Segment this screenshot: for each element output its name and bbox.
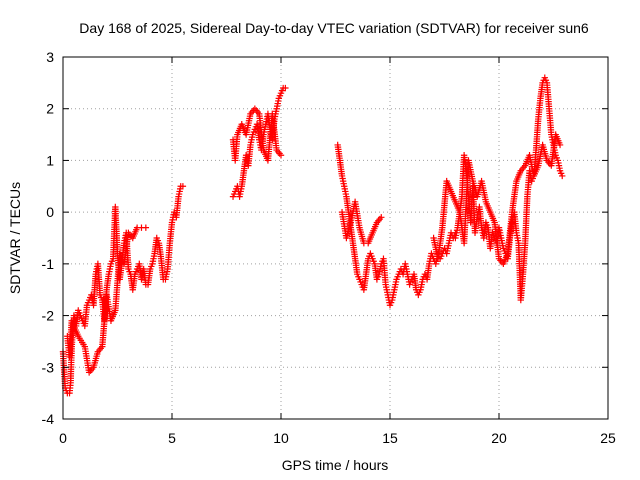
x-tick-label: 20 bbox=[491, 430, 507, 446]
y-tick-label: -1 bbox=[42, 256, 55, 272]
y-tick-label: -4 bbox=[42, 411, 55, 427]
chart-title: Day 168 of 2025, Sidereal Day-to-day VTE… bbox=[79, 20, 589, 36]
data-point bbox=[282, 84, 289, 92]
y-tick-label: 2 bbox=[46, 101, 54, 117]
x-tick-label: 15 bbox=[382, 430, 398, 446]
y-tick-label: 3 bbox=[46, 49, 54, 65]
x-tick-label: 25 bbox=[600, 430, 616, 446]
y-tick-labels: -4 -3 -2 -1 0 1 2 3 bbox=[42, 49, 55, 427]
plot-frame bbox=[62, 56, 609, 420]
data-point bbox=[559, 172, 566, 180]
grid-lines bbox=[63, 57, 608, 419]
data-points bbox=[59, 74, 566, 397]
axis-ticks bbox=[62, 56, 609, 420]
y-tick-label: 0 bbox=[46, 204, 54, 220]
y-axis-label: SDTVAR / TECUs bbox=[7, 182, 23, 294]
x-axis-label: GPS time / hours bbox=[282, 457, 389, 473]
y-tick-label: -3 bbox=[42, 359, 55, 375]
y-tick-label: 1 bbox=[46, 152, 54, 168]
data-point bbox=[142, 224, 150, 231]
x-tick-labels: 0 5 10 15 20 25 bbox=[59, 430, 616, 446]
data-point bbox=[378, 214, 385, 221]
data-point bbox=[556, 141, 564, 149]
x-tick-label: 10 bbox=[273, 430, 289, 446]
data-point bbox=[277, 152, 285, 159]
y-tick-label: -2 bbox=[42, 308, 55, 324]
x-tick-label: 5 bbox=[168, 430, 176, 446]
x-tick-label: 0 bbox=[59, 430, 67, 446]
data-point bbox=[179, 183, 187, 190]
